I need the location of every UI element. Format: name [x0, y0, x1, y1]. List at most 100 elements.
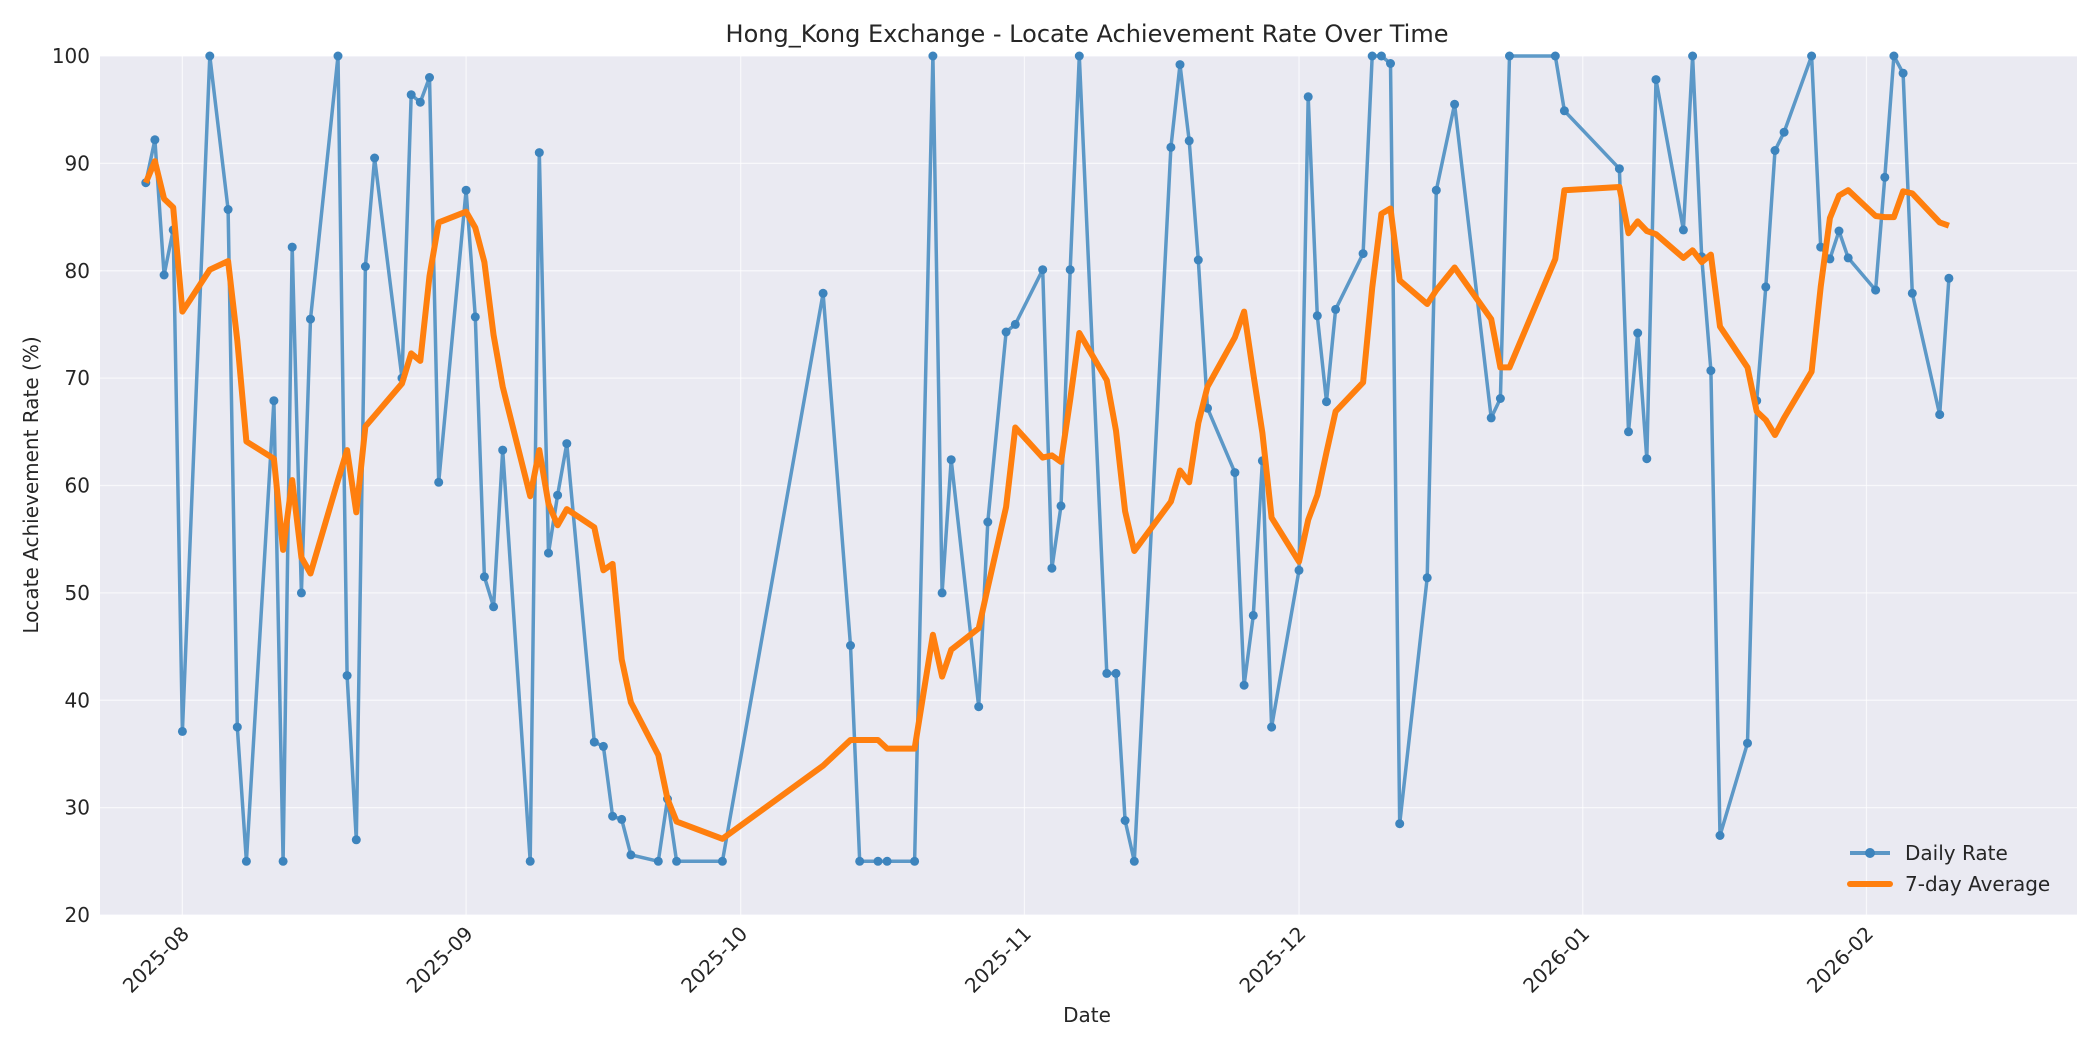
daily-rate-point [306, 314, 315, 324]
legend-daily-rate-label: Daily Rate [1905, 841, 2008, 865]
daily-rate-point [1715, 831, 1725, 840]
daily-rate-point [983, 517, 993, 527]
daily-rate-point [544, 548, 553, 558]
daily-rate-point [1871, 285, 1881, 295]
daily-rate-point [351, 835, 361, 845]
daily-rate-point [937, 588, 947, 598]
x-tick-label: 2025-11 [960, 922, 1036, 998]
daily-rate-point [882, 856, 892, 866]
daily-rate-point [1047, 563, 1057, 573]
daily-rate-line [144, 54, 1951, 864]
series-daily-rate [141, 51, 1954, 866]
daily-rate-point [232, 722, 242, 732]
daily-rate-point [498, 445, 508, 455]
daily-rate-point [589, 737, 599, 747]
daily-rate-point [1651, 75, 1661, 85]
daily-rate-point [617, 814, 627, 824]
series-7day-average [143, 158, 1950, 842]
daily-rate-point [1495, 394, 1505, 403]
daily-rate-point [1843, 253, 1853, 263]
daily-rate-point [1505, 51, 1514, 61]
daily-rate-point [1303, 92, 1313, 102]
daily-rate-point [562, 439, 572, 449]
daily-rate-point [1267, 722, 1277, 732]
daily-rate-point [846, 641, 855, 650]
daily-rate-point [1166, 142, 1176, 152]
daily-rate-point [1120, 816, 1130, 825]
daily-rate-point [333, 51, 343, 61]
daily-rate-point [1761, 282, 1771, 292]
daily-rate-point [1312, 311, 1322, 321]
daily-rate-point [1706, 366, 1716, 376]
daily-rate-point [1779, 127, 1789, 137]
daily-rate-point [1624, 427, 1633, 437]
daily-rate-point [1422, 573, 1432, 583]
daily-rate-point [974, 702, 984, 712]
daily-rate-point [406, 90, 416, 100]
daily-rate-point [1431, 185, 1441, 195]
daily-rate-point [1633, 328, 1643, 338]
daily-rate-point [425, 73, 434, 82]
daily-rate-point [1074, 51, 1084, 61]
y-tick-label: 50 [65, 581, 90, 605]
daily-rate-point [223, 205, 233, 214]
daily-rate-point [1322, 397, 1331, 407]
y-tick-label: 30 [65, 796, 90, 820]
x-tick-label: 2026-02 [1802, 922, 1878, 998]
chart-title: Hong_Kong Exchange - Locate Achievement … [726, 20, 1449, 48]
daily-rate-point [177, 726, 187, 736]
seven-day-average-line [143, 158, 1950, 842]
x-tick-label: 2025-12 [1234, 922, 1310, 998]
daily-rate-point [434, 477, 444, 487]
daily-rate-point [1678, 225, 1688, 235]
daily-rate-point [461, 185, 471, 195]
legend-daily-rate-marker-icon [1865, 848, 1875, 858]
daily-rate-point [1889, 51, 1899, 61]
daily-rate-point [415, 97, 425, 107]
daily-rate-point [525, 856, 535, 866]
daily-rate-point [287, 242, 297, 252]
daily-rate-point [855, 856, 865, 866]
daily-rate-point [1743, 738, 1752, 748]
daily-rate-point [296, 588, 306, 598]
daily-rate-point [1111, 668, 1121, 678]
daily-rate-point [1193, 255, 1203, 265]
y-tick-label: 100 [52, 44, 90, 68]
legend: Daily Rate 7-day Average [1847, 841, 2050, 896]
daily-rate-point [278, 856, 288, 866]
daily-rate-point [1239, 680, 1249, 690]
daily-rate-point [1001, 327, 1011, 337]
daily-rate-point [1807, 51, 1817, 61]
daily-rate-point [1688, 51, 1698, 61]
daily-rate-point [1559, 106, 1569, 116]
daily-rate-point [1248, 610, 1258, 620]
daily-rate-point [489, 602, 499, 612]
y-axis-ticks: 20 30 40 50 60 70 80 90 100 [52, 44, 90, 927]
daily-rate-point [1010, 319, 1020, 329]
daily-rate-point [1395, 819, 1405, 829]
daily-rate-point [1331, 304, 1341, 314]
daily-rate-point [150, 135, 160, 145]
y-tick-label: 90 [65, 151, 90, 175]
daily-rate-point [873, 856, 883, 866]
daily-rate-point [1102, 668, 1112, 678]
daily-rate-point [1614, 164, 1624, 174]
daily-rate-point [1642, 454, 1652, 464]
daily-rate-point [626, 850, 636, 860]
daily-rate-point [1880, 172, 1890, 182]
daily-rate-point [1065, 265, 1075, 275]
daily-rate-point [1376, 51, 1386, 61]
daily-rate-point [1129, 856, 1139, 866]
daily-rate-point [1907, 288, 1917, 298]
daily-rate-point [1175, 60, 1185, 70]
daily-rate-point [1294, 565, 1304, 575]
y-tick-label: 20 [65, 903, 90, 927]
daily-rate-point [1038, 265, 1048, 275]
daily-rate-point [1550, 51, 1560, 61]
daily-rate-point [928, 51, 938, 61]
daily-rate-point [342, 671, 352, 681]
daily-rate-point [479, 572, 489, 582]
daily-rate-point [1898, 68, 1908, 78]
x-tick-label: 2026-01 [1518, 922, 1594, 998]
